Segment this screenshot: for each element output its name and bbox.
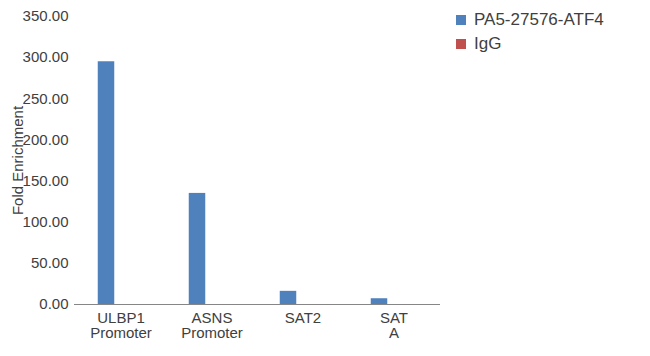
svg-text:SAT2: SAT2 <box>285 309 321 326</box>
svg-text:SATA: SATA <box>380 309 408 341</box>
html-text:PA5-27576-ATF4: PA5-27576-ATF4 <box>474 10 604 29</box>
svg-text:0.00: 0.00 <box>39 295 68 312</box>
svg-text:100.00: 100.00 <box>23 213 69 230</box>
svg-text:ULBP1Promoter: ULBP1Promoter <box>90 309 152 341</box>
svg-text:50.00: 50.00 <box>31 254 69 271</box>
svg-text:ASNSPromoter: ASNSPromoter <box>181 309 243 341</box>
svg-text:250.00: 250.00 <box>23 90 69 107</box>
svg-text:Fold Enrichment: Fold Enrichment <box>9 105 26 215</box>
svg-text:350.00: 350.00 <box>23 7 69 24</box>
html-text:IgG: IgG <box>474 34 502 53</box>
svg-text:300.00: 300.00 <box>23 48 69 65</box>
svg-text:200.00: 200.00 <box>23 131 69 148</box>
svg-text:150.00: 150.00 <box>23 172 69 189</box>
